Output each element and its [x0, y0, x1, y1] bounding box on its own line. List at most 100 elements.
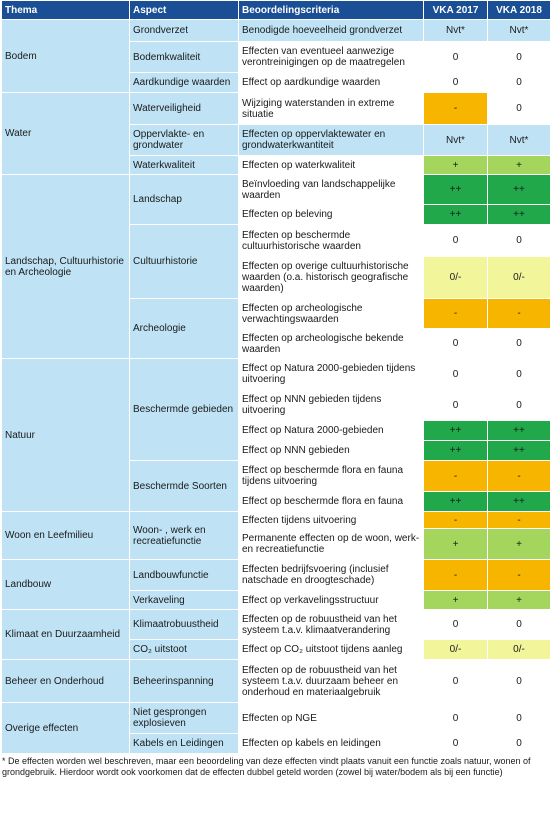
criteria-cell: Effect op Natura 2000-gebieden: [238, 420, 424, 441]
criteria-cell: Permanente effecten op de woon, werk- en…: [238, 528, 424, 560]
aspect-cell: Aardkundige waarden: [129, 72, 239, 93]
score-2018-cell: ++: [487, 440, 551, 461]
aspect-cell: Oppervlakte- en grondwater: [129, 124, 239, 156]
aspect-cell: Bodemkwaliteit: [129, 41, 239, 73]
table-row: Effecten op overige cultuurhistorische w…: [2, 256, 551, 299]
score-2017-cell: Nvt*: [423, 19, 488, 42]
score-2018-cell: ++: [487, 174, 551, 205]
score-2017-cell: Nvt*: [423, 124, 488, 156]
score-2018-cell: 0: [487, 224, 551, 257]
criteria-cell: Effecten op waterkwaliteit: [238, 155, 424, 175]
table-row: Klimaat en Duurzaamheid Klimaatrobuusthei…: [1, 609, 551, 660]
aspect-cell: Archeologie: [129, 298, 239, 359]
score-2017-cell: -: [423, 511, 488, 529]
criteria-cell: Effecten tijdens uitvoering: [238, 511, 424, 529]
score-2017-cell: 0: [423, 72, 488, 93]
table-row: Kabels en Leidingen Effecten op kabels en…: [2, 733, 551, 754]
table-row: Aardkundige waarden Effect op aardkundige…: [2, 72, 551, 93]
score-2017-cell: +: [423, 590, 488, 610]
aspect-cell: Kabels en Leidingen: [129, 733, 239, 754]
score-2018-cell: -: [487, 298, 551, 329]
criteria-cell: Effecten op archeologische verwachtingsw…: [238, 298, 424, 329]
aspect-cell: Beschermde Soorten: [129, 460, 239, 512]
score-2018-cell: 0: [487, 358, 551, 390]
score-2017-cell: 0: [423, 224, 488, 257]
table-row: Bodem Grondverzet Benodigde hoeveelheid gr…: [1, 19, 551, 93]
criteria-cell: Beïnvloeding van landschappelijke waarde…: [238, 174, 424, 205]
table-body: Bodem Grondverzet Benodigde hoeveelheid gr…: [1, 19, 551, 754]
aspect-cell: Beheerinspanning: [129, 659, 239, 703]
criteria-cell: Effect op aardkundige waarden: [238, 72, 424, 93]
criteria-cell: Effect op Natura 2000-gebieden tijdens u…: [238, 358, 424, 390]
score-2018-cell: 0/-: [487, 639, 551, 660]
criteria-cell: Effecten op NGE: [238, 702, 424, 734]
score-2017-cell: -: [423, 559, 488, 591]
score-2017-cell: 0: [423, 328, 488, 359]
aspect-cell: Landbouwfunctie: [129, 559, 239, 591]
score-2017-cell: ++: [423, 491, 488, 512]
aspect-cell: Cultuurhistorie: [129, 224, 239, 299]
aspect-cell: Waterkwaliteit: [129, 155, 239, 175]
criteria-cell: Effecten op overige cultuurhistorische w…: [238, 256, 424, 299]
thema-cell: Natuur: [1, 358, 130, 512]
criteria-cell: Effecten op de robuustheid van het syste…: [238, 659, 424, 703]
score-2018-cell: -: [487, 460, 551, 492]
header-row: Thema Aspect Beoordelingscriteria VKA 20…: [1, 0, 551, 20]
score-2017-cell: 0: [423, 41, 488, 73]
score-2018-cell: 0: [487, 389, 551, 421]
aspect-cell: Beschermde gebieden: [129, 358, 239, 461]
table-row: Natuur Beschermde gebieden Effect op Natur…: [1, 358, 551, 512]
header-vka-2018: VKA 2018: [487, 0, 551, 20]
aspect-cell: Waterveiligheid: [129, 92, 239, 125]
criteria-cell: Effecten van eventueel aanwezige verontr…: [238, 41, 424, 73]
aspect-cell: Klimaatrobuustheid: [129, 609, 239, 640]
score-2017-cell: 0: [423, 358, 488, 390]
score-2018-cell: 0: [487, 72, 551, 93]
criteria-cell: Effect op NNN gebieden: [238, 440, 424, 461]
table-row: Water Waterveiligheid Wijziging waterstand…: [1, 92, 551, 175]
aspect-cell: Niet gesprongen explosieven: [129, 702, 239, 734]
table-row: Overige effecten Niet gesprongen explosie…: [1, 702, 551, 754]
assessment-table: Thema Aspect Beoordelingscriteria VKA 20…: [1, 0, 551, 754]
criteria-cell: Effect op NNN gebieden tijdens uitvoerin…: [238, 389, 424, 421]
score-2018-cell: -: [487, 511, 551, 529]
aspect-cell: Landschap: [129, 174, 239, 225]
score-2017-cell: 0: [423, 389, 488, 421]
thema-cell: Bodem: [1, 19, 130, 93]
header-aspect: Aspect: [129, 0, 239, 20]
score-2018-cell: 0: [487, 41, 551, 73]
score-2017-cell: 0: [423, 659, 488, 703]
criteria-cell: Effecten op kabels en leidingen: [238, 733, 424, 754]
thema-cell: Woon en Leefmilieu: [1, 511, 130, 560]
score-2018-cell: +: [487, 590, 551, 610]
criteria-cell: Effecten op de robuustheid van het syste…: [238, 609, 424, 640]
score-2017-cell: ++: [423, 174, 488, 205]
score-2018-cell: 0: [487, 702, 551, 734]
header-vka-2017: VKA 2017: [423, 0, 488, 20]
thema-cell: Klimaat en Duurzaamheid: [1, 609, 130, 660]
criteria-cell: Effecten op archeologische bekende waard…: [238, 328, 424, 359]
table-row: Effecten op beleving ++ ++: [2, 204, 551, 225]
aspect-cell: Grondverzet: [129, 19, 239, 42]
score-2017-cell: 0: [423, 733, 488, 754]
score-2018-cell: 0/-: [487, 256, 551, 299]
criteria-cell: Effect op beschermde flora en fauna: [238, 491, 424, 512]
table-row: Archeologie Effecten op archeologische ve…: [2, 298, 551, 359]
thema-cell: Landschap, Cultuurhistorie en Archeologi…: [1, 174, 130, 359]
criteria-cell: Effecten bedrijfsvoering (inclusief nats…: [238, 559, 424, 591]
criteria-cell: Benodigde hoeveelheid grondverzet: [238, 19, 424, 42]
header-thema: Thema: [1, 0, 130, 20]
score-2018-cell: 0: [487, 328, 551, 359]
score-2017-cell: ++: [423, 420, 488, 441]
table-row: CO₂ uitstoot Effect op CO₂ uitstoot tijde…: [2, 639, 551, 660]
criteria-cell: Effect op verkavelingsstructuur: [238, 590, 424, 610]
table-row: Effect op Natura 2000-gebieden ++ ++: [2, 420, 551, 441]
score-2017-cell: 0/-: [423, 639, 488, 660]
criteria-cell: Effect op beschermde flora en fauna tijd…: [238, 460, 424, 492]
score-2017-cell: ++: [423, 440, 488, 461]
score-2017-cell: 0: [423, 609, 488, 640]
score-2018-cell: ++: [487, 204, 551, 225]
thema-cell: Overige effecten: [1, 702, 130, 754]
table-row: Bodemkwaliteit Effecten van eventueel aan…: [2, 41, 551, 73]
table-row: Cultuurhistorie Effecten op beschermde cu…: [2, 224, 551, 299]
